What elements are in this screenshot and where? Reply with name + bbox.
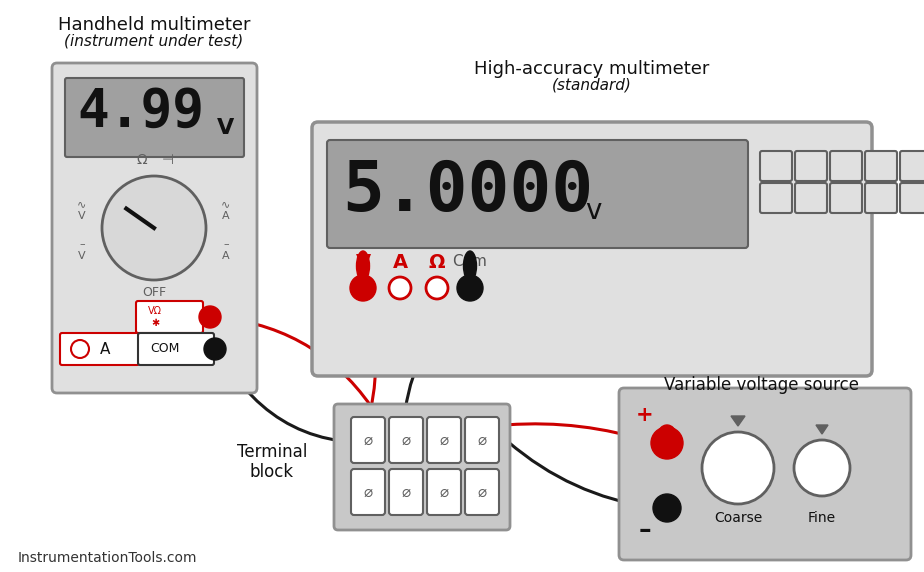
Text: Fine: Fine xyxy=(808,511,836,525)
Text: (standard): (standard) xyxy=(552,78,632,93)
Text: COM: COM xyxy=(151,343,179,356)
Text: ⌀: ⌀ xyxy=(363,432,372,447)
Circle shape xyxy=(702,432,774,504)
Text: High-accuracy multimeter: High-accuracy multimeter xyxy=(474,60,710,78)
Text: ⌀: ⌀ xyxy=(440,432,448,447)
Circle shape xyxy=(204,338,226,360)
Text: +: + xyxy=(637,405,654,425)
FancyBboxPatch shape xyxy=(351,469,385,515)
Text: ⌀: ⌀ xyxy=(401,432,410,447)
Text: Ω: Ω xyxy=(429,252,445,272)
Text: ⌀: ⌀ xyxy=(478,484,487,499)
Circle shape xyxy=(794,440,850,496)
FancyBboxPatch shape xyxy=(760,183,792,213)
Text: A: A xyxy=(100,341,110,356)
Text: ⊣: ⊣ xyxy=(162,153,174,167)
Polygon shape xyxy=(816,425,828,434)
FancyBboxPatch shape xyxy=(465,417,499,463)
FancyBboxPatch shape xyxy=(138,333,214,365)
FancyBboxPatch shape xyxy=(900,151,924,181)
Text: OFF: OFF xyxy=(142,287,166,300)
Text: Com: Com xyxy=(453,255,488,269)
Text: (instrument under test): (instrument under test) xyxy=(65,34,244,49)
Ellipse shape xyxy=(209,340,222,358)
Text: Coarse: Coarse xyxy=(714,511,762,525)
FancyBboxPatch shape xyxy=(427,469,461,515)
FancyBboxPatch shape xyxy=(427,417,461,463)
Text: ⌀: ⌀ xyxy=(401,484,410,499)
Text: V: V xyxy=(217,118,234,138)
FancyBboxPatch shape xyxy=(830,183,862,213)
Text: v: v xyxy=(585,197,602,225)
FancyBboxPatch shape xyxy=(389,417,423,463)
FancyBboxPatch shape xyxy=(865,183,897,213)
FancyBboxPatch shape xyxy=(312,122,872,376)
Text: ⌀: ⌀ xyxy=(363,484,372,499)
Text: –: – xyxy=(638,518,651,542)
Text: –
V: – V xyxy=(79,239,86,261)
Circle shape xyxy=(71,340,89,358)
Text: ∿
V: ∿ V xyxy=(78,199,87,221)
Ellipse shape xyxy=(658,425,676,445)
Ellipse shape xyxy=(203,308,217,326)
FancyBboxPatch shape xyxy=(60,333,139,365)
FancyBboxPatch shape xyxy=(351,417,385,463)
FancyBboxPatch shape xyxy=(327,140,748,248)
Text: ∿
A: ∿ A xyxy=(222,199,231,221)
Ellipse shape xyxy=(464,251,477,281)
Circle shape xyxy=(389,277,411,299)
Circle shape xyxy=(653,494,681,522)
FancyBboxPatch shape xyxy=(795,183,827,213)
FancyBboxPatch shape xyxy=(136,301,203,333)
Text: Terminal
block: Terminal block xyxy=(237,443,307,482)
Polygon shape xyxy=(731,416,745,426)
Text: ⌀: ⌀ xyxy=(478,432,487,447)
Text: –
A: – A xyxy=(222,239,230,261)
Text: VΩ
✱: VΩ ✱ xyxy=(148,306,162,328)
Text: ⌀: ⌀ xyxy=(440,484,448,499)
FancyBboxPatch shape xyxy=(865,151,897,181)
Circle shape xyxy=(199,306,221,328)
Circle shape xyxy=(457,275,483,301)
Text: Variable voltage source: Variable voltage source xyxy=(664,376,859,394)
FancyBboxPatch shape xyxy=(619,388,911,560)
FancyBboxPatch shape xyxy=(900,183,924,213)
FancyBboxPatch shape xyxy=(52,63,257,393)
Text: 5.0000: 5.0000 xyxy=(342,158,593,225)
FancyBboxPatch shape xyxy=(389,469,423,515)
FancyBboxPatch shape xyxy=(830,151,862,181)
Circle shape xyxy=(651,427,683,459)
Circle shape xyxy=(102,176,206,280)
Text: Ω: Ω xyxy=(137,153,147,167)
Circle shape xyxy=(350,275,376,301)
FancyBboxPatch shape xyxy=(65,78,244,157)
FancyBboxPatch shape xyxy=(465,469,499,515)
FancyBboxPatch shape xyxy=(760,151,792,181)
Text: A: A xyxy=(393,252,407,272)
Circle shape xyxy=(426,277,448,299)
FancyBboxPatch shape xyxy=(334,404,510,530)
Ellipse shape xyxy=(357,251,370,281)
Text: V: V xyxy=(356,252,371,272)
Text: 4.99: 4.99 xyxy=(77,86,204,138)
Text: Handheld multimeter: Handheld multimeter xyxy=(57,16,250,34)
FancyBboxPatch shape xyxy=(795,151,827,181)
Text: InstrumentationTools.com: InstrumentationTools.com xyxy=(18,551,198,565)
